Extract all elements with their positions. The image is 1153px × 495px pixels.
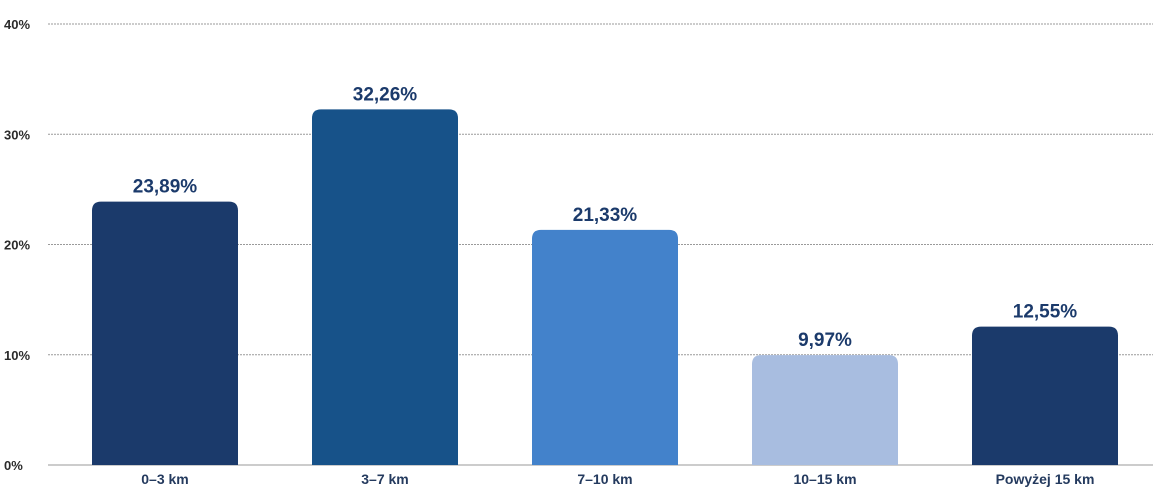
value-label-3: 21,33% — [573, 205, 638, 226]
category-label-1: 0–3 km — [141, 471, 188, 487]
category-label-5: Powyżej 15 km — [996, 471, 1095, 487]
bar-5 — [972, 327, 1118, 465]
value-label-4: 9,97% — [798, 330, 852, 351]
bar-3 — [532, 230, 678, 465]
bar-layer — [92, 109, 1118, 465]
category-label-2: 3–7 km — [361, 471, 408, 487]
y-tick-label-30: 30% — [4, 127, 30, 142]
value-label-2: 32,26% — [353, 84, 418, 105]
category-label-3: 7–10 km — [577, 471, 632, 487]
bar-2 — [312, 109, 458, 465]
value-label-5: 12,55% — [1013, 302, 1078, 323]
bar-1 — [92, 202, 238, 465]
value-label-1: 23,89% — [133, 177, 198, 198]
bar-4 — [752, 355, 898, 465]
y-tick-label-20: 20% — [4, 238, 30, 253]
y-tick-label-40: 40% — [4, 17, 30, 32]
y-tick-label-10: 10% — [4, 348, 30, 363]
y-tick-label-0: 0% — [4, 458, 23, 473]
category-label-4: 10–15 km — [793, 471, 856, 487]
